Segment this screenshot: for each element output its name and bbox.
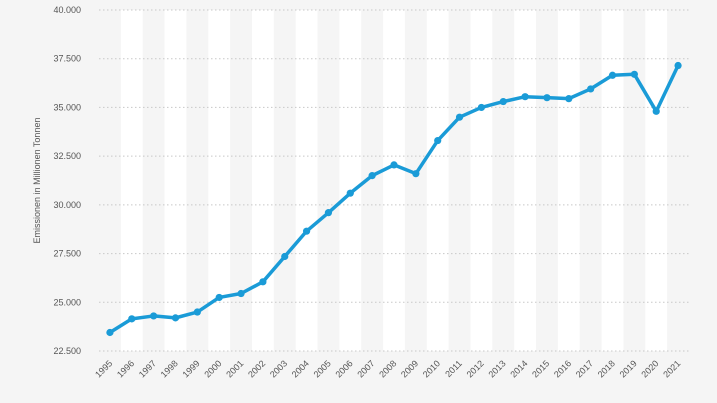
data-point <box>412 170 420 178</box>
y-tick-label: 27.500 <box>53 249 81 259</box>
data-point <box>455 113 464 121</box>
x-tick-label: 2000 <box>202 358 223 379</box>
y-tick-label: 40.000 <box>53 5 81 15</box>
y-axis-tick-labels: 40.000 37.500 35.000 32.500 30.000 27.500 25.0… <box>53 5 81 356</box>
y-tick-label: 25.000 <box>53 297 81 307</box>
x-tick-label: 1996 <box>115 358 136 379</box>
y-tick-label: 35.000 <box>53 102 81 112</box>
x-tick-label: 2011 <box>443 358 464 379</box>
column-band <box>645 10 668 351</box>
x-tick-label: 2017 <box>574 358 595 379</box>
data-point <box>259 278 267 286</box>
y-axis-title: Emissionen in Millionen Tonnen <box>32 118 42 244</box>
x-tick-label: 2016 <box>552 358 573 379</box>
x-tick-label: 2003 <box>268 358 289 379</box>
data-point <box>630 70 638 78</box>
column-band <box>339 10 362 351</box>
column-band <box>601 10 624 351</box>
x-tick-label: 2014 <box>508 358 529 379</box>
column-band <box>514 10 537 351</box>
data-point <box>521 93 529 101</box>
data-point <box>652 107 660 115</box>
data-point <box>302 227 311 235</box>
x-tick-label: 2019 <box>618 358 639 379</box>
data-point <box>477 103 486 112</box>
data-point <box>368 172 376 180</box>
x-tick-label: 2007 <box>355 358 376 379</box>
data-point <box>608 71 617 79</box>
column-band <box>295 10 318 351</box>
data-point <box>171 314 180 322</box>
data-point <box>128 315 136 323</box>
data-point <box>434 136 442 145</box>
data-point <box>237 289 245 298</box>
x-tick-label: 2018 <box>596 358 617 379</box>
x-tick-label: 2015 <box>530 358 551 379</box>
column-band <box>120 10 143 351</box>
data-point <box>215 293 223 302</box>
x-tick-label: 1999 <box>181 358 202 379</box>
x-axis-tick-labels: 1995 1996 1997 1998 1999 2000 2001 2002 2003 2004… <box>93 358 682 379</box>
column-band <box>383 10 405 351</box>
x-tick-label: 2012 <box>465 358 486 379</box>
y-tick-label: 30.000 <box>53 200 81 210</box>
y-tick-label: 32.500 <box>53 151 81 161</box>
column-band <box>426 10 449 351</box>
column-band <box>251 10 274 351</box>
column-band <box>557 10 580 351</box>
x-tick-label: 1997 <box>137 358 158 379</box>
x-tick-label: 2013 <box>486 358 507 379</box>
x-tick-label: 2004 <box>290 358 311 379</box>
data-point <box>565 95 573 103</box>
x-tick-label: 2005 <box>312 358 333 379</box>
x-tick-label: 1995 <box>93 358 114 379</box>
data-point <box>324 209 333 217</box>
data-point <box>150 312 158 320</box>
x-tick-label: 2010 <box>421 358 442 379</box>
column-bands <box>120 10 668 351</box>
data-point <box>390 161 398 169</box>
data-point <box>587 85 595 93</box>
column-band <box>208 10 231 351</box>
y-tick-label: 37.500 <box>53 54 81 64</box>
x-tick-label: 2020 <box>639 358 660 379</box>
y-tick-label: 22.500 <box>53 346 81 356</box>
x-tick-label: 2009 <box>399 358 420 379</box>
x-tick-label: 2021 <box>661 358 682 379</box>
data-point <box>346 189 354 197</box>
x-tick-label: 1998 <box>159 358 180 379</box>
data-series <box>106 61 682 337</box>
x-tick-label: 2008 <box>377 358 398 379</box>
data-point <box>281 252 289 261</box>
data-point <box>674 61 682 70</box>
x-tick-label: 2006 <box>333 358 354 379</box>
column-band <box>470 10 493 351</box>
x-tick-label: 2002 <box>246 358 267 379</box>
data-point <box>499 97 507 106</box>
data-point <box>543 94 551 102</box>
column-band <box>164 10 187 351</box>
data-point <box>106 328 114 337</box>
x-tick-label: 2001 <box>224 358 245 379</box>
data-point <box>193 308 201 316</box>
